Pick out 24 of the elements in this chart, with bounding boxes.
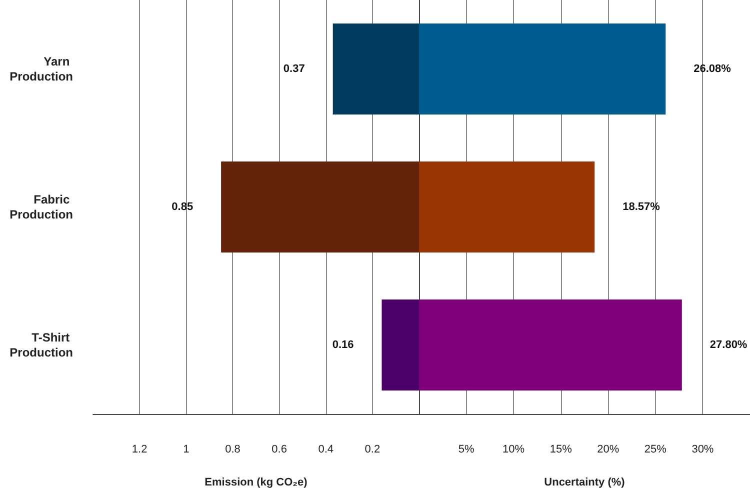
x-axis-title: Uncertainty (%)	[544, 476, 626, 488]
x-tick-label: 0.4	[318, 444, 334, 456]
x-tick-label: 5%	[458, 444, 474, 456]
x-tick-label: 30%	[692, 444, 714, 456]
y-tick-label: Fabric Production	[10, 192, 73, 222]
data-label: 27.80%	[710, 339, 748, 351]
data-label: 26.08%	[694, 63, 732, 75]
x-tick-label: 0.8	[225, 444, 240, 456]
x-tick-label: 25%	[644, 444, 667, 456]
data-label: 0.16	[332, 339, 354, 351]
x-tick-label: 0.6	[272, 444, 287, 456]
y-tick-label: Yarn Production	[10, 54, 73, 84]
y-tick-label: T-Shirt Production	[10, 330, 73, 360]
data-label: 0.37	[283, 63, 305, 75]
x-tick-label: 20%	[597, 444, 620, 456]
data-label: 0.85	[172, 201, 194, 213]
x-axis-title: Emission (kg CO₂e)	[204, 476, 308, 488]
x-tick-label: 15%	[550, 444, 572, 456]
x-tick-label: 0.2	[364, 444, 380, 456]
bar	[382, 299, 419, 391]
x-tick-label: 10%	[502, 444, 525, 456]
x-tick-label: 1	[183, 444, 190, 456]
x-tick-label: 1.2	[132, 444, 148, 456]
data-label: 18.57%	[622, 201, 660, 213]
